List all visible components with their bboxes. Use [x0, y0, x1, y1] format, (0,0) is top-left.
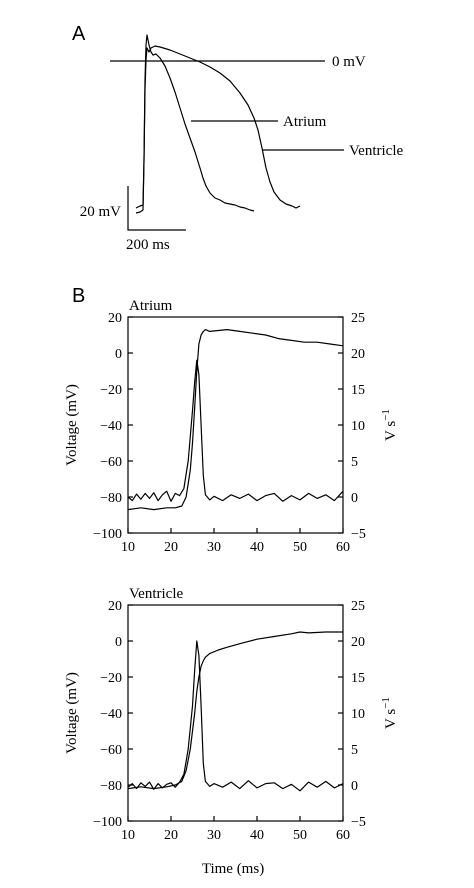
ventricle-y2-tick-label: 25: [351, 599, 365, 614]
atrium-y-tick-label: −20: [100, 383, 122, 398]
atrium-x-tick-label: 60: [336, 540, 350, 555]
atrium-y2-tick-label: 10: [351, 419, 365, 434]
atrium-y-axis-title: Voltage (mV): [64, 384, 80, 466]
atrium-y2-axis-title-exponent: −1: [380, 409, 392, 421]
ventricle-action-potential-trace: [135, 45, 301, 209]
atrium-x-tick-label: 50: [293, 540, 307, 555]
ventricle-y2-axis-title-base: V s: [383, 709, 399, 729]
ventricle-y2-tick-label: 5: [351, 743, 358, 758]
ventricle-x-tick-label: 50: [293, 828, 307, 843]
ventricle-x-tick-label: 10: [121, 828, 135, 843]
atrium-x-tick-label: 10: [121, 540, 135, 555]
atrium-y2-tick-label: 0: [351, 491, 358, 506]
zero-mv-label: 0 mV: [332, 54, 366, 70]
atrium-action-potential-trace: [135, 34, 255, 214]
atrium-y-tick-label: −40: [100, 419, 122, 434]
atrium-y-tick-label: −60: [100, 455, 122, 470]
atrium-y2-tick-label: 20: [351, 347, 365, 362]
ventricle-y-tick-label: −20: [100, 671, 122, 686]
atrium-chart-title: Atrium: [129, 298, 173, 314]
ventricle-y-tick-label: −40: [100, 707, 122, 722]
ventricle-plot-frame: [127, 604, 344, 822]
atrium-y2-tick-label: 15: [351, 383, 365, 398]
atrium-y-tick-label: 20: [108, 311, 122, 326]
ventricle-chart-title: Ventricle: [129, 586, 183, 602]
atrium-x-tick-label: 20: [164, 540, 178, 555]
ventricle-y-tick-label: −60: [100, 743, 122, 758]
atrium-y2-tick-label: 5: [351, 455, 358, 470]
ventricle-trace-label: Ventricle: [349, 143, 403, 159]
ventricle-y-tick-label: −100: [93, 815, 122, 830]
atrium-x-tick-label: 30: [207, 540, 221, 555]
ventricle-y-axis-title: Voltage (mV): [64, 672, 80, 754]
atrium-series-voltage-line: [127, 329, 344, 511]
atrium-plot-frame: [127, 316, 344, 534]
panel-a-letter: A: [72, 23, 86, 45]
ventricle-series-rate-line: [127, 640, 344, 792]
ventricle-y2-axis-title-exponent: −1: [380, 697, 392, 709]
atrium-y-tick-label: −80: [100, 491, 122, 506]
ventricle-y-tick-label: −80: [100, 779, 122, 794]
panel-b-letter: B: [72, 285, 85, 307]
x-axis-title: Time (ms): [202, 861, 264, 877]
atrium-y2-tick-label: 25: [351, 311, 365, 326]
atrium-series-rate-line: [127, 359, 344, 502]
ventricle-y2-tick-label: 0: [351, 779, 358, 794]
atrium-y2-axis-title: V s−1: [380, 409, 399, 441]
atrium-y-tick-label: −100: [93, 527, 122, 542]
ventricle-y-tick-label: 20: [108, 599, 122, 614]
scale-time-label: 200 ms: [126, 237, 170, 253]
ventricle-y2-tick-label: 20: [351, 635, 365, 650]
ventricle-chart: Ventricle −100 −80 −60 −40 −20 0 20 −5 0 5 10 15 20 25…: [64, 586, 399, 843]
ventricle-x-tick-label: 30: [207, 828, 221, 843]
ventricle-y2-tick-label: 15: [351, 671, 365, 686]
atrium-y2-axis-title-base: V s: [383, 421, 399, 441]
ventricle-y2-tick-label: 10: [351, 707, 365, 722]
atrium-y-tick-label: 0: [115, 347, 122, 362]
scale-voltage-label: 20 mV: [80, 204, 121, 220]
ventricle-y2-axis-title: V s−1: [380, 697, 399, 729]
atrium-x-tick-label: 40: [250, 540, 264, 555]
ventricle-x-tick-label: 40: [250, 828, 264, 843]
atrium-y2-tick-label: −5: [351, 527, 366, 542]
ventricle-x-tick-label: 60: [336, 828, 350, 843]
ventricle-series-voltage-line: [127, 631, 343, 790]
ventricle-y-tick-label: 0: [115, 635, 122, 650]
atrium-chart: Atrium −100 −80 −60 −40 −20 0 20 −5 0 5 10 15 20 25 10 2…: [64, 298, 399, 555]
atrium-trace-label: Atrium: [283, 114, 327, 130]
scale-bar: [127, 186, 186, 231]
ventricle-x-tick-label: 20: [164, 828, 178, 843]
ventricle-y2-tick-label: −5: [351, 815, 366, 830]
